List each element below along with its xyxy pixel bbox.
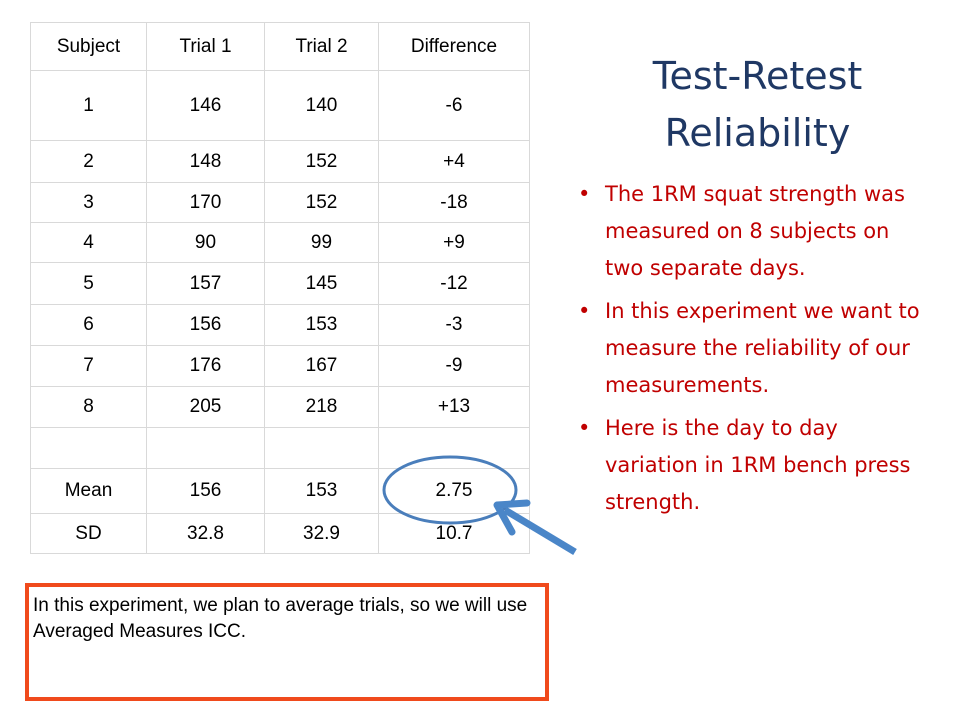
table-cell: 90 [146,222,265,263]
note-box: In this experiment, we plan to average t… [25,583,549,701]
table-cell: 146 [146,70,265,141]
table-cell: Mean [30,468,147,514]
table-cell: 156 [146,468,265,514]
table-cell: 176 [146,345,265,387]
table-cell [146,427,265,469]
table-cell: 153 [264,304,379,346]
table-cell: 153 [264,468,379,514]
table-cell: 167 [264,345,379,387]
table-cell: 156 [146,304,265,346]
data-row: 2 148 152 +4 [30,140,530,183]
table-cell: 6 [30,304,147,346]
table-cell [30,427,147,469]
table-cell: Trial 1 [146,22,265,71]
data-row: 5 157 145 -12 [30,262,530,305]
spacer-row [30,427,530,469]
table-cell: 3 [30,182,147,223]
data-row: 7 176 167 -9 [30,345,530,387]
table-cell: -18 [378,182,530,223]
table-cell: 148 [146,140,265,183]
bullet-item: In this experiment we want to measure th… [578,293,928,404]
slide-title: Test-Retest Reliability [652,54,863,155]
bullet-item: The 1RM squat strength was measured on 8… [578,176,928,287]
bullet-item: Here is the day to day variation in 1RM … [578,410,928,521]
table-cell: -12 [378,262,530,305]
table-cell: 145 [264,262,379,305]
table-cell: 218 [264,386,379,428]
data-row: 3 170 152 -18 [30,182,530,223]
data-table: Subject Trial 1 Trial 2 Difference 1 146 140 -6… [30,22,530,554]
data-row: 1 146 140 -6 [30,70,530,141]
table-cell: 152 [264,182,379,223]
table-cell: +13 [378,386,530,428]
table-cell: Subject [30,22,147,71]
table-cell: 99 [264,222,379,263]
table-cell: 2 [30,140,147,183]
data-row: 8 205 218 +13 [30,386,530,428]
table-cell: -3 [378,304,530,346]
summary-row: Mean 156 153 2.75 [30,468,530,514]
table-cell: 152 [264,140,379,183]
table-cell [264,427,379,469]
table-cell: -9 [378,345,530,387]
table-cell: 4 [30,222,147,263]
bullet-list: The 1RM squat strength was measured on 8… [578,176,928,527]
table-cell: 7 [30,345,147,387]
table-cell: 5 [30,262,147,305]
table-cell [378,427,530,469]
table-cell: +9 [378,222,530,263]
table-cell: 170 [146,182,265,223]
table-cell: 10.7 [378,513,530,554]
table-cell: -6 [378,70,530,141]
table-cell: 8 [30,386,147,428]
table-cell: 140 [264,70,379,141]
data-row: 6 156 153 -3 [30,304,530,346]
header-row: Subject Trial 1 Trial 2 Difference [30,22,530,71]
table-cell: 1 [30,70,147,141]
table-cell: Trial 2 [264,22,379,71]
table-cell: SD [30,513,147,554]
table-cell: 32.8 [146,513,265,554]
table-cell: Difference [378,22,530,71]
table-cell: +4 [378,140,530,183]
table-cell: 205 [146,386,265,428]
table-cell: 157 [146,262,265,305]
data-row: 4 90 99 +9 [30,222,530,263]
summary-row: SD 32.8 32.9 10.7 [30,513,530,554]
table-cell: 2.75 [378,468,530,514]
table-cell: 32.9 [264,513,379,554]
